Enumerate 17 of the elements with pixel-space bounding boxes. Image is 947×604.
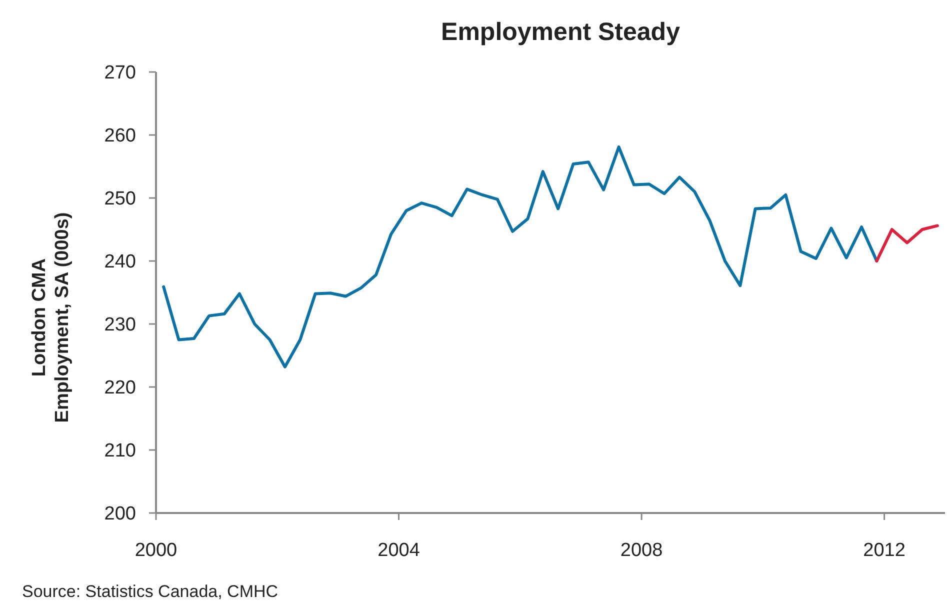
line-series bbox=[162, 145, 878, 368]
y-tick-label: 220 bbox=[104, 378, 136, 399]
y-tick-label: 260 bbox=[104, 126, 136, 147]
y-tick-label: 250 bbox=[104, 188, 136, 210]
line-series bbox=[875, 224, 939, 262]
x-tick-label: 2008 bbox=[620, 540, 663, 561]
y-tick-label: 230 bbox=[104, 314, 136, 336]
y-axis-title: London CMA Employment, SA (000s) bbox=[29, 212, 73, 423]
source-note: Source: Statistics Canada, CMHC bbox=[22, 582, 278, 601]
y-tick-label: 210 bbox=[104, 440, 136, 462]
y-tick-label: 240 bbox=[104, 252, 136, 273]
chart-title: Employment Steady bbox=[441, 18, 680, 46]
x-tick-label: 2012 bbox=[863, 540, 906, 561]
y-tick-label: 270 bbox=[104, 62, 136, 84]
x-tick-label: 2004 bbox=[378, 540, 420, 561]
x-tick-label: 2000 bbox=[134, 540, 178, 561]
y-tick-label: 200 bbox=[104, 504, 136, 525]
